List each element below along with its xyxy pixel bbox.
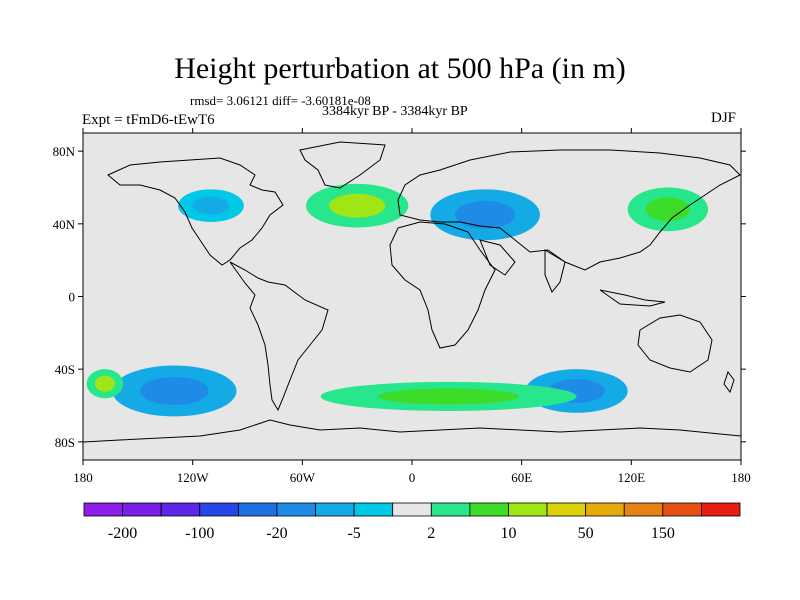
colorbar-swatch [508,502,548,517]
lat-label: 0 [69,290,76,305]
colorbar-swatch [585,502,625,517]
coast-indonesia [599,289,666,307]
colorbar-swatch [122,502,162,517]
colorbar-swatch [392,502,432,517]
lon-label: 120E [618,470,646,485]
colorbar-swatch [430,502,471,517]
anomaly-core [140,376,209,405]
anomaly-core [329,193,386,218]
colorbar-label: 10 [500,525,516,542]
lat-label: 80S [55,435,75,450]
colorbar-swatch [237,502,278,517]
coast-south-america [229,261,329,412]
colorbar-label: -200 [108,525,137,542]
coastlines [83,141,741,443]
coast-greenland [299,141,386,189]
anomaly-core [94,375,115,392]
coast-india [544,249,566,293]
lon-label: 180 [73,470,93,485]
lat-label: 80N [53,144,76,159]
colorbar-label: 2 [427,525,435,542]
stats-text: rmsd= 3.06121 diff= -3.60181e-08 [190,93,371,108]
longitude-axis: 180 120W 60W 0 60E 120E 180 [73,128,751,485]
coast-eurasia [397,149,741,271]
figure-title: Height perturbation at 500 hPa (in m) [174,52,626,85]
lon-label: 60E [511,470,532,485]
colorbar: -200 -100 -20 -5 2 10 50 150 [83,502,741,542]
lat-label: 40S [55,362,75,377]
anomaly-core [192,196,230,215]
colorbar-swatch [83,502,123,517]
lat-label: 40N [53,217,76,232]
coast-africa [389,221,496,349]
colorbar-swatch [662,502,702,517]
period-text: 3384kyr BP - 3384kyr BP [322,104,468,119]
colorbar-swatch [701,502,741,517]
lon-label: 120W [177,470,210,485]
map-panel [82,132,742,461]
colorbar-swatch [546,502,587,517]
experiment-label: Expt = tFmD6-tEwT6 [82,112,215,128]
colorbar-swatch [199,502,239,517]
colorbar-swatch [353,502,394,517]
anomaly-core [378,388,519,405]
colorbar-label: -20 [266,525,287,542]
colorbar-swatch [160,502,201,517]
colorbar-swatch [469,502,509,517]
lon-label: 0 [409,470,416,485]
coast-antarctica [83,419,741,443]
colorbar-label: 50 [578,525,594,542]
coast-new-zealand [723,370,735,394]
coast-north-america [107,157,284,266]
colorbar-swatch [623,502,664,517]
lon-label: 60W [290,470,316,485]
season-label: DJF [711,110,737,126]
colorbar-swatch [315,502,355,517]
lon-label: 180 [731,470,751,485]
latitude-axis: 80N 40N 0 40S 80S [53,144,746,450]
coast-australia [637,314,713,373]
colorbar-label: -100 [185,525,214,542]
anomaly-field [86,183,709,417]
coast-arabia [479,239,516,276]
anomaly-core [645,197,691,222]
colorbar-label: 150 [651,525,675,542]
anomaly-core [454,200,516,229]
colorbar-label: -5 [347,525,360,542]
colorbar-swatch [276,502,316,517]
